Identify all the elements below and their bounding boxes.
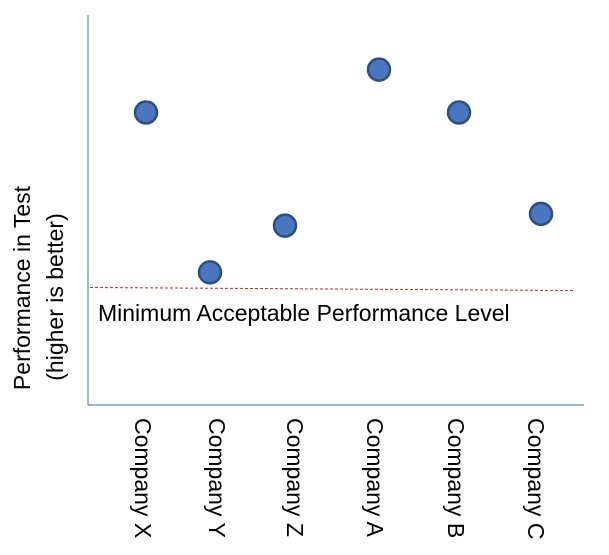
data-point-company-c	[528, 201, 554, 227]
x-tick-label-company-c: Company C	[523, 418, 549, 539]
data-point-company-a	[366, 57, 392, 82]
x-tick-label-company-z: Company Z	[282, 418, 308, 537]
data-point-company-x	[133, 100, 159, 125]
x-tick-label-company-b: Company B	[443, 418, 469, 538]
x-tick-label-company-x: Company X	[130, 418, 156, 538]
threshold-line	[89, 287, 574, 291]
y-axis-label-line-1: Performance in Test	[9, 185, 35, 390]
data-points	[133, 57, 554, 285]
x-tick-label-company-a: Company A	[362, 418, 388, 538]
data-point-company-y	[197, 260, 223, 285]
y-axis-label: Performance in Test (higher is better)	[9, 185, 68, 390]
data-point-company-z	[272, 213, 298, 238]
y-axis-label-line-2: (higher is better)	[42, 213, 68, 380]
data-point-company-b	[446, 100, 472, 125]
x-tick-labels: Company X Company Y Company Z Company A Comp…	[130, 418, 549, 539]
threshold-label: Minimum Acceptable Performance Level	[98, 300, 510, 326]
x-tick-label-company-y: Company Y	[204, 418, 230, 538]
